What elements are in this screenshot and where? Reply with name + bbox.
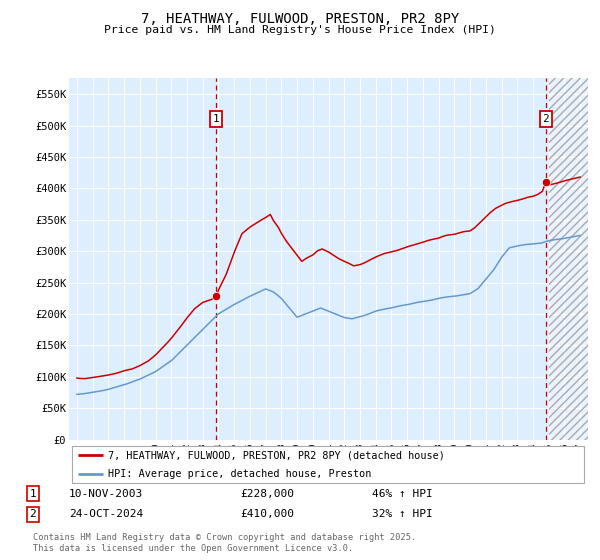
FancyBboxPatch shape xyxy=(71,446,584,483)
Text: £410,000: £410,000 xyxy=(240,509,294,519)
Bar xyxy=(548,78,588,440)
Text: 1: 1 xyxy=(29,489,37,499)
Bar xyxy=(548,78,588,440)
Text: 2: 2 xyxy=(29,509,37,519)
Text: 7, HEATHWAY, FULWOOD, PRESTON, PR2 8PY: 7, HEATHWAY, FULWOOD, PRESTON, PR2 8PY xyxy=(141,12,459,26)
Text: HPI: Average price, detached house, Preston: HPI: Average price, detached house, Pres… xyxy=(108,469,371,479)
Text: 46% ↑ HPI: 46% ↑ HPI xyxy=(372,489,433,499)
Text: 7, HEATHWAY, FULWOOD, PRESTON, PR2 8PY (detached house): 7, HEATHWAY, FULWOOD, PRESTON, PR2 8PY (… xyxy=(108,450,445,460)
Text: 32% ↑ HPI: 32% ↑ HPI xyxy=(372,509,433,519)
Text: Price paid vs. HM Land Registry's House Price Index (HPI): Price paid vs. HM Land Registry's House … xyxy=(104,25,496,35)
Text: 1: 1 xyxy=(213,114,220,124)
Text: 10-NOV-2003: 10-NOV-2003 xyxy=(69,489,143,499)
Text: 24-OCT-2024: 24-OCT-2024 xyxy=(69,509,143,519)
Text: Contains HM Land Registry data © Crown copyright and database right 2025.
This d: Contains HM Land Registry data © Crown c… xyxy=(33,533,416,553)
Text: 2: 2 xyxy=(542,114,549,124)
Text: £228,000: £228,000 xyxy=(240,489,294,499)
